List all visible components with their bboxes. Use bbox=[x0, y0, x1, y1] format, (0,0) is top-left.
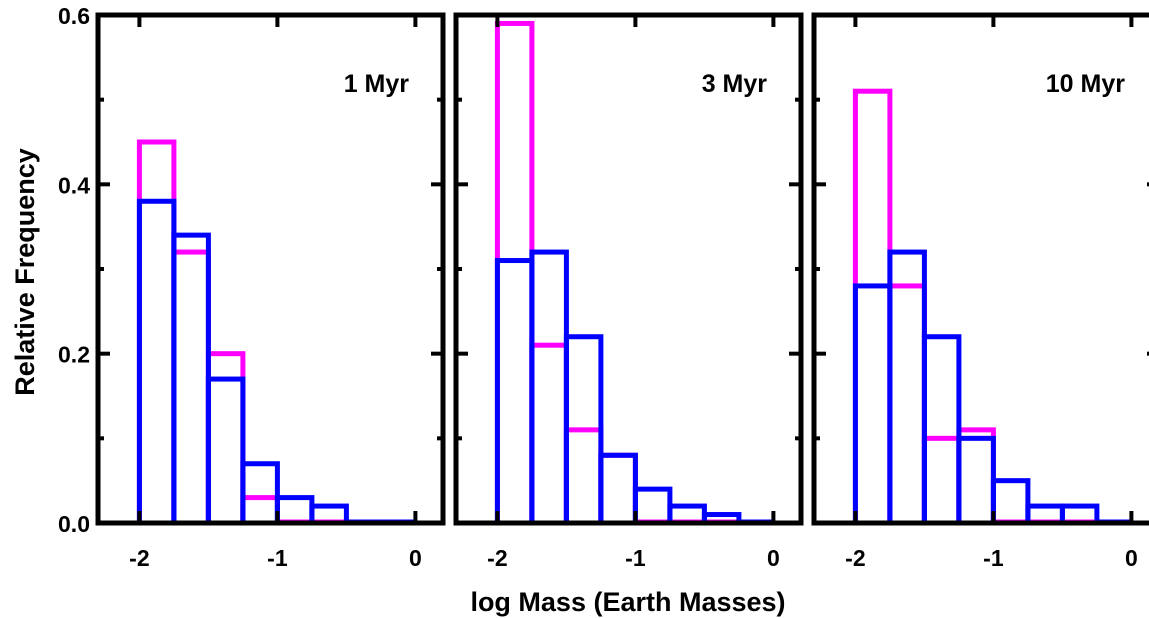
y-axis-title: Relative Frequency bbox=[10, 148, 40, 396]
panel-2-x-tick-label-2: -1 bbox=[625, 545, 646, 571]
panel-1-time-label: 1 Myr bbox=[344, 70, 410, 98]
y-tick-label-1: 0.0 bbox=[58, 511, 90, 537]
panel-2: -2 -1 0 3 Myr bbox=[453, 12, 804, 571]
panel-2-blue-bar-4 bbox=[598, 452, 638, 526]
y-tick-label-3: 0.4 bbox=[58, 172, 90, 198]
panel-1-x-tick-label-3: 0 bbox=[409, 545, 422, 571]
panel-1-blue-bar-2 bbox=[171, 232, 211, 526]
panel-2-magenta-bar-4 bbox=[598, 452, 638, 526]
panel-1-blue-bar-3 bbox=[205, 376, 246, 526]
panel-1-blue-bar-5 bbox=[274, 495, 315, 526]
panel-1-x-tick-label-1: -2 bbox=[129, 545, 149, 571]
panel-2-magenta-bar-3 bbox=[563, 427, 604, 526]
panel-2-time-label: 3 Myr bbox=[702, 70, 768, 98]
panel-3-magenta-bar-2 bbox=[887, 283, 927, 526]
panel-3-x-tick-label-1: -2 bbox=[845, 545, 865, 571]
y-tick-labels: 0.0 0.2 0.4 0.6 bbox=[58, 3, 90, 537]
panel-2-blue-bar-1 bbox=[494, 258, 535, 526]
panel-2-x-tick-label-1: -2 bbox=[487, 545, 507, 571]
panel-3-x-tick-label-2: -1 bbox=[983, 545, 1004, 571]
panel-3-time-label: 10 Myr bbox=[1046, 70, 1125, 98]
x-axis-label: log Mass (Earth Masses) bbox=[470, 587, 785, 617]
panel-3-magenta-bar-3 bbox=[921, 435, 962, 526]
panel-3: -2 -1 0 10 Myr bbox=[811, 12, 1149, 571]
panel-1-blue-bar-1 bbox=[136, 198, 177, 526]
panel-2-bars bbox=[494, 20, 774, 526]
panel-3-magenta-bar-4 bbox=[956, 427, 996, 526]
panel-2-x-tick-label-3: 0 bbox=[767, 545, 780, 571]
panel-3-blue-bar-2 bbox=[887, 249, 927, 526]
panel-2-blue-bar-2 bbox=[529, 249, 569, 526]
panel-1-magenta-bar-2 bbox=[171, 249, 211, 526]
panel-3-blue-bar-3 bbox=[921, 334, 962, 526]
panel-2-frame bbox=[453, 12, 804, 526]
panel-3-blue-bar-5 bbox=[990, 478, 1031, 526]
panel-3-x-tick-label-3: 0 bbox=[1125, 545, 1138, 571]
y-tick-label-4: 0.6 bbox=[58, 3, 90, 29]
panel-1-x-tick-label-2: -1 bbox=[267, 545, 288, 571]
panel-3-bars bbox=[852, 88, 1132, 526]
y-tick-label-2: 0.2 bbox=[58, 342, 90, 368]
panel-2-magenta-bar-1 bbox=[494, 20, 535, 526]
panel-3-blue-bar-1 bbox=[852, 283, 893, 526]
panel-3-frame bbox=[811, 12, 1149, 526]
y-axis-label: Relative Frequency bbox=[10, 148, 40, 396]
panel-1-magenta-bar-4 bbox=[240, 495, 280, 526]
panel-1-frame bbox=[95, 12, 446, 526]
panel-3-magenta-bar-1 bbox=[852, 88, 893, 526]
panel-3-blue-bar-4 bbox=[956, 435, 996, 526]
panel-1: -2 -1 0 1 Myr bbox=[95, 12, 446, 571]
panel-1-blue-bar-4 bbox=[240, 461, 280, 526]
panel-2-magenta-bar-2 bbox=[529, 342, 569, 526]
panel-2-blue-bar-5 bbox=[632, 486, 673, 526]
panel-1-bars bbox=[136, 139, 416, 526]
